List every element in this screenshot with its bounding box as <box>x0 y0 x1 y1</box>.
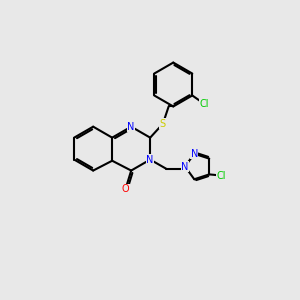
Text: N: N <box>190 149 198 159</box>
Text: N: N <box>146 154 154 165</box>
Text: Cl: Cl <box>199 99 208 109</box>
Text: Cl: Cl <box>217 170 226 181</box>
Text: O: O <box>122 184 129 194</box>
Text: S: S <box>160 119 166 129</box>
Text: N: N <box>128 122 135 132</box>
Text: N: N <box>181 161 189 172</box>
